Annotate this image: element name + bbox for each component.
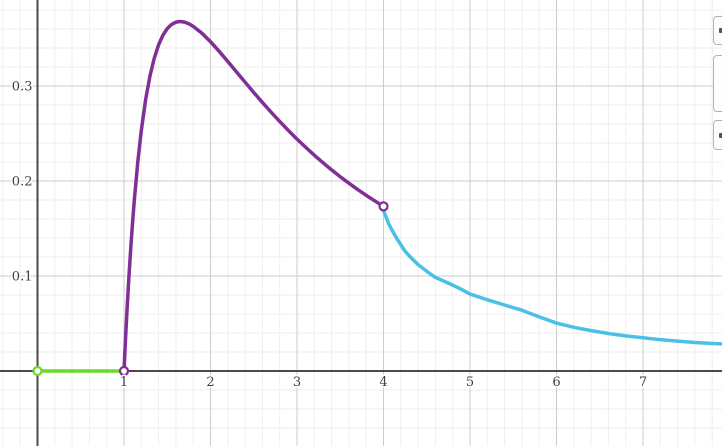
y-tick-label: 0.3 bbox=[12, 79, 33, 94]
y-tick-label: 0.2 bbox=[12, 175, 33, 190]
x-tick-label: 2 bbox=[206, 375, 214, 390]
clipped-button-icon bbox=[719, 28, 722, 33]
side-button-middle[interactable] bbox=[713, 55, 722, 112]
x-tick-label: 7 bbox=[639, 375, 647, 390]
x-tick-label: 5 bbox=[466, 375, 474, 390]
clipped-button-icon bbox=[719, 133, 722, 138]
open-point[interactable] bbox=[32, 365, 43, 377]
open-point[interactable] bbox=[118, 365, 130, 377]
x-tick-label: 1 bbox=[120, 375, 128, 390]
side-button-top[interactable] bbox=[713, 16, 722, 45]
plotted-curves bbox=[35, 19, 722, 373]
curve-rise-fall-curve[interactable] bbox=[122, 19, 386, 373]
y-tick-label: 0.1 bbox=[12, 270, 33, 285]
side-button-bottom[interactable] bbox=[713, 120, 722, 150]
x-tick-label: 6 bbox=[552, 375, 560, 390]
curve-tail-curve[interactable] bbox=[381, 208, 722, 346]
axis-tick-labels: 1 2 3 4 5 6 7 0.1 0.2 0.3 bbox=[10, 78, 648, 392]
open-endpoint-markers bbox=[32, 201, 389, 377]
x-tick-label: 4 bbox=[379, 375, 387, 390]
x-tick-label: 3 bbox=[293, 375, 301, 390]
open-point[interactable] bbox=[378, 201, 389, 212]
